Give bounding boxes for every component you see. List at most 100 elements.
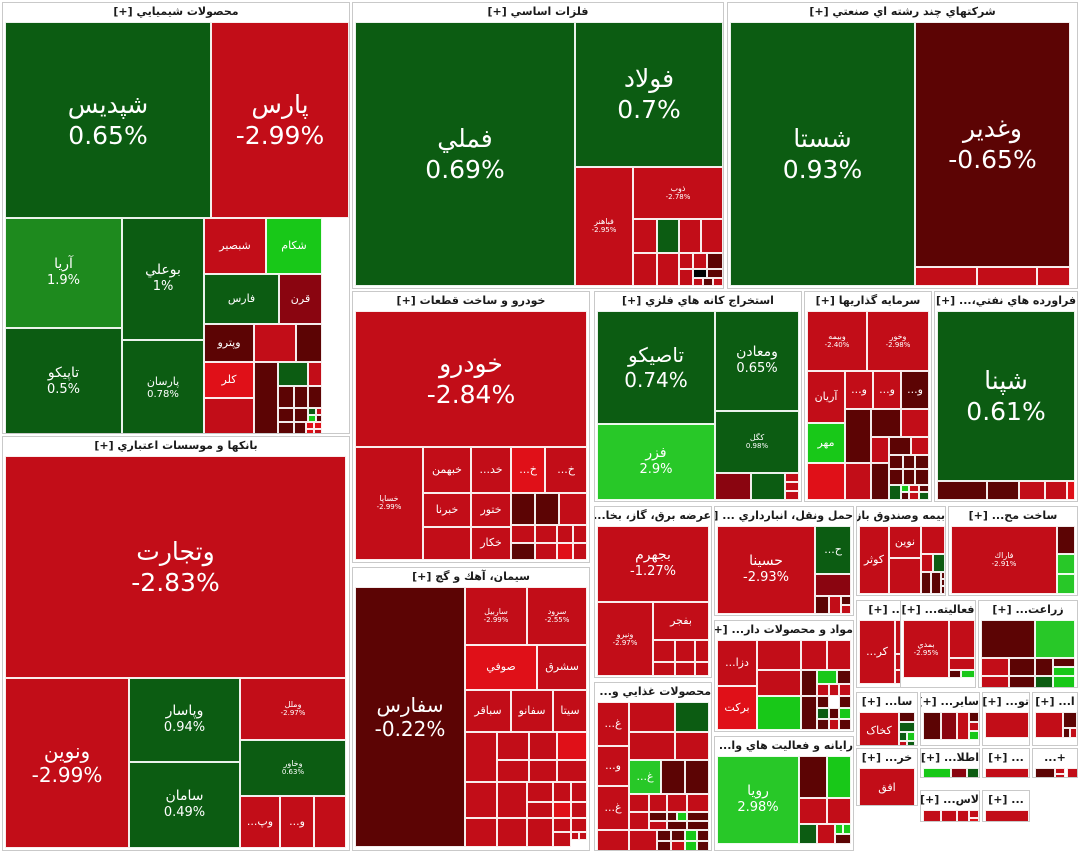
stock-tile[interactable]: [687, 821, 709, 830]
stock-tile-کگل[interactable]: کگل 0.98%: [715, 411, 799, 473]
stock-tile[interactable]: [845, 463, 871, 500]
sector-title[interactable]: لاس... [+]: [921, 791, 979, 809]
stock-tile[interactable]: [911, 437, 929, 455]
stock-tile-پارسان[interactable]: پارسان 0.78%: [122, 340, 204, 433]
stock-tile-و[interactable]: و...: [845, 371, 873, 409]
sector-title[interactable]: ... [+]: [983, 749, 1029, 767]
stock-tile[interactable]: [1057, 554, 1075, 574]
stock-tile[interactable]: [1035, 620, 1075, 658]
stock-tile[interactable]: [713, 278, 723, 286]
stock-tile[interactable]: [1035, 676, 1053, 687]
stock-tile-کلر[interactable]: کلر: [204, 362, 254, 398]
stock-tile[interactable]: [687, 794, 709, 812]
stock-tile[interactable]: [817, 684, 829, 696]
sector-title[interactable]: زراعت... [+]: [979, 601, 1077, 619]
stock-tile[interactable]: [899, 741, 907, 745]
stock-tile-وپترو[interactable]: وپترو: [204, 324, 254, 362]
stock-tile[interactable]: [629, 812, 649, 830]
stock-tile[interactable]: [785, 482, 799, 491]
stock-tile[interactable]: [679, 219, 701, 253]
sector-group-ساخت-مح[interactable]: ساخت مح... [+] فاراك -2.91%: [948, 506, 1078, 596]
stock-tile-حسينا[interactable]: حسينا -2.93%: [717, 526, 815, 614]
stock-tile[interactable]: [701, 219, 723, 253]
stock-tile[interactable]: [667, 794, 687, 812]
stock-tile-ح[interactable]: ح...: [815, 526, 851, 574]
sector-title[interactable]: استخراج كانه هاي فلزي [+]: [595, 292, 801, 310]
stock-tile[interactable]: [571, 802, 587, 818]
stock-tile[interactable]: [909, 492, 919, 500]
stock-tile-فملي[interactable]: فملي 0.69%: [355, 22, 575, 286]
stock-tile[interactable]: [757, 670, 801, 696]
stock-tile[interactable]: [1019, 481, 1045, 500]
stock-tile[interactable]: [899, 712, 915, 722]
stock-tile[interactable]: [557, 525, 573, 543]
sector-title[interactable]: ا... [+]: [1033, 693, 1077, 711]
stock-tile[interactable]: [941, 572, 945, 579]
sector-group-بانكها-و-موسسات-اعتباري[interactable]: بانكها و موسسات اعتباري [+] وتجارت -2.83% و…: [2, 436, 350, 851]
stock-tile[interactable]: [915, 469, 929, 485]
stock-tile[interactable]: [889, 469, 903, 485]
stock-tile[interactable]: [657, 830, 671, 841]
stock-tile[interactable]: [677, 812, 687, 821]
stock-tile[interactable]: [535, 525, 557, 543]
stock-tile[interactable]: [1067, 768, 1077, 777]
stock-tile[interactable]: [308, 362, 322, 386]
stock-tile[interactable]: [294, 386, 308, 408]
stock-tile[interactable]: [1009, 658, 1035, 676]
stock-tile[interactable]: [931, 572, 941, 594]
sector-title[interactable]: ... [+]: [983, 791, 1029, 809]
stock-tile-فارس[interactable]: فارس: [204, 274, 279, 324]
stock-tile-وبيمه[interactable]: وبيمه -2.40%: [807, 311, 867, 371]
sector-group-فعاليته[interactable]: فعاليته... [+] بمدي -2.95%: [900, 600, 976, 688]
stock-tile[interactable]: [1009, 676, 1035, 687]
stock-tile-کخاک[interactable]: کخاک: [859, 712, 899, 745]
stock-tile[interactable]: [969, 712, 979, 722]
stock-tile[interactable]: [278, 386, 294, 408]
stock-tile[interactable]: [511, 493, 535, 525]
stock-tile[interactable]: [465, 782, 497, 818]
stock-tile[interactable]: [817, 824, 835, 844]
stock-tile[interactable]: [278, 362, 308, 386]
stock-tile[interactable]: [977, 267, 1037, 286]
stock-tile-وملل[interactable]: وملل -2.97%: [240, 678, 346, 740]
stock-tile[interactable]: [1053, 676, 1075, 687]
stock-tile[interactable]: [919, 492, 929, 500]
stock-tile[interactable]: [817, 719, 829, 730]
stock-tile[interactable]: [675, 662, 695, 676]
sector-title[interactable]: تو... [+]: [983, 693, 1029, 711]
sector-title[interactable]: فعاليته... [+]: [901, 601, 975, 619]
stock-tile-فزر[interactable]: فزر 2.9%: [597, 424, 715, 500]
stock-tile[interactable]: [829, 684, 839, 696]
stock-tile[interactable]: [981, 620, 1035, 658]
stock-tile[interactable]: [707, 269, 723, 278]
stock-tile-خبرنا[interactable]: خبرنا: [423, 493, 471, 527]
stock-tile[interactable]: [535, 493, 559, 525]
stock-tile[interactable]: [527, 782, 553, 802]
stock-tile-خد[interactable]: خد...: [471, 447, 511, 493]
stock-tile[interactable]: [969, 722, 979, 731]
stock-tile[interactable]: [921, 526, 945, 554]
stock-tile-خ[interactable]: خ...: [545, 447, 587, 493]
stock-tile[interactable]: [845, 409, 871, 463]
stock-tile-و[interactable]: و...: [280, 796, 314, 848]
stock-tile[interactable]: [278, 408, 294, 422]
stock-tile[interactable]: [785, 473, 799, 482]
stock-tile[interactable]: [254, 324, 296, 362]
stock-tile[interactable]: [657, 253, 679, 286]
stock-tile[interactable]: [557, 760, 587, 782]
stock-tile-ساربيل[interactable]: ساربيل -2.99%: [465, 587, 527, 645]
stock-tile-بفجر[interactable]: بفجر: [653, 602, 709, 640]
stock-tile[interactable]: [557, 732, 587, 760]
sector-group-+[interactable]: +...: [1032, 748, 1078, 778]
stock-tile-غ[interactable]: غ...: [629, 760, 661, 794]
stock-tile-کر[interactable]: کر...: [859, 620, 895, 684]
stock-tile-ومعادن[interactable]: ومعادن 0.65%: [715, 311, 799, 411]
stock-tile[interactable]: [751, 473, 785, 500]
sector-group-سا[interactable]: سا... [+] کخاک: [856, 692, 918, 746]
stock-tile[interactable]: [573, 543, 587, 560]
stock-tile[interactable]: [1053, 658, 1075, 667]
stock-tile[interactable]: [1037, 267, 1070, 286]
stock-tile[interactable]: [1063, 712, 1077, 728]
stock-tile-وپ[interactable]: وپ...: [240, 796, 280, 848]
sector-group-مواد-و-محصولات-دار[interactable]: مواد و محصولات دار... [+] دزا... برکت: [714, 620, 854, 732]
